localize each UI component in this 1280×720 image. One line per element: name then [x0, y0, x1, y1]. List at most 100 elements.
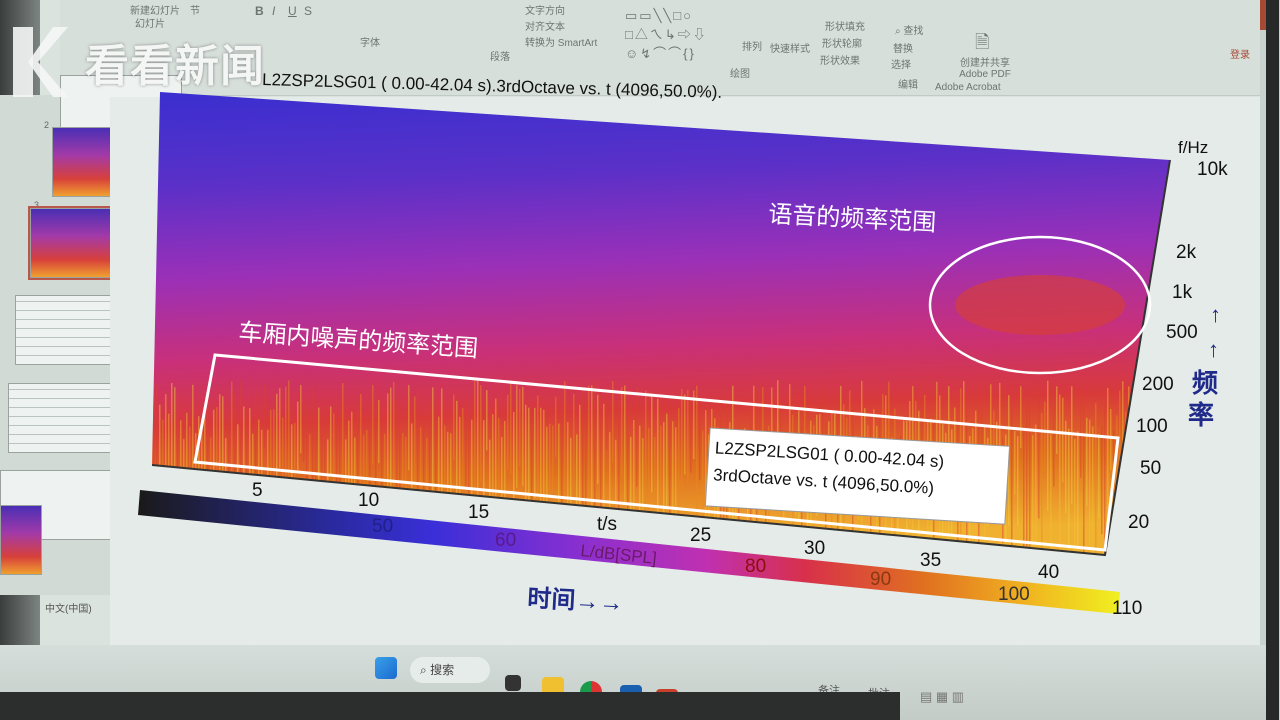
spectrogram-streak	[246, 407, 248, 555]
shapes-gallery[interactable]: ▭▭╲╲□○ □△ㄟ↳⇨⇩ ☺↯⌒⌒{}	[625, 8, 708, 61]
spectrogram-streak	[1167, 419, 1169, 540]
group-editing: 编辑	[898, 80, 918, 91]
spectrogram-streak	[1092, 426, 1094, 555]
spectrogram-streak	[459, 416, 461, 542]
shape-outline-button[interactable]: 形状轮廓	[822, 39, 862, 50]
arrange-button[interactable]: 排列	[742, 42, 762, 53]
spectrogram-streak	[627, 413, 629, 555]
spectrogram-streak	[306, 406, 308, 512]
spectrogram-streak	[438, 416, 440, 523]
spectrogram-streak	[702, 430, 704, 555]
spectrogram-streak	[579, 404, 581, 511]
spectrogram-streak	[1077, 431, 1079, 555]
spectrogram-streak	[477, 380, 479, 515]
spectrogram-streak	[1041, 412, 1043, 555]
spectrogram-streak	[1128, 386, 1130, 466]
spectrogram-streak	[669, 425, 671, 555]
spectrogram-streak	[663, 422, 665, 550]
spectrogram-streak	[1035, 424, 1037, 555]
freq-label-1: 频	[1192, 368, 1218, 398]
underline-button[interactable]: U	[288, 4, 297, 18]
section-button[interactable]: 节	[190, 6, 200, 17]
language-status[interactable]: 中文(中国)	[45, 604, 92, 615]
spectrogram-streak	[657, 398, 659, 555]
spectrogram-streak	[687, 390, 689, 484]
spectrogram-streak	[273, 409, 275, 477]
y-tick-label: 1k	[1172, 282, 1193, 303]
spectrogram-streak	[531, 420, 533, 524]
spectrogram-streak	[309, 434, 311, 555]
smartart-button[interactable]: 转换为 SmartArt	[525, 38, 598, 49]
spectrogram-streak	[609, 432, 611, 555]
spectrogram-streak	[555, 397, 557, 458]
spectrogram-streak	[1026, 401, 1028, 555]
spectrogram-streak	[258, 419, 260, 555]
spectrogram-streak	[537, 395, 539, 530]
italic-button[interactable]: I	[272, 4, 276, 18]
y-tick-label: 50	[1140, 458, 1161, 479]
align-text-button[interactable]: 对齐文本	[525, 22, 565, 33]
spectrogram-streak	[372, 385, 374, 465]
pdf-share-icon: 🗎	[975, 32, 990, 52]
spectrogram-streak	[654, 436, 656, 498]
spectrogram-streak	[294, 423, 296, 555]
spectrogram-streak	[504, 420, 506, 555]
spectrogram-streak	[318, 407, 320, 555]
spectrogram-streak	[1068, 428, 1070, 555]
create-share-pdf-button[interactable]: 创建并共享 Adobe PDF	[959, 58, 1011, 80]
find-button[interactable]: ⌕ 查找	[895, 26, 924, 37]
spectrogram-streak	[345, 439, 347, 555]
spectrogram-streak	[357, 403, 359, 486]
spectrogram-streak	[390, 387, 392, 536]
spectrogram-streak	[243, 406, 245, 478]
spectrogram-streak	[759, 380, 761, 465]
strikethrough-button[interactable]: S	[304, 4, 313, 18]
login-link[interactable]: 登录	[1230, 50, 1250, 61]
spectrogram-streak	[1056, 386, 1058, 454]
spectrogram-streak	[354, 437, 356, 555]
spectrogram-streak	[645, 390, 647, 532]
spectrogram-streak	[1014, 430, 1016, 495]
spectrogram-streak	[456, 400, 458, 555]
slide-thumbnail-7[interactable]	[0, 505, 42, 575]
x-tick-label: t/s	[597, 514, 617, 535]
spectrogram-streak	[690, 400, 692, 473]
spectrogram-streak	[381, 424, 383, 540]
x-tick-label: 30	[804, 538, 825, 559]
shape-effects-button[interactable]: 形状效果	[820, 56, 860, 67]
spectrogram-streak	[1011, 405, 1013, 555]
spectrogram-streak	[348, 420, 350, 501]
spectrogram-streak	[231, 381, 233, 481]
spectrogram-streak	[1074, 438, 1076, 555]
text-direction-button[interactable]: 文字方向	[525, 6, 565, 17]
replace-button[interactable]: 替换	[893, 44, 913, 55]
windows-start-icon[interactable]	[375, 657, 397, 679]
bold-button[interactable]: B	[255, 4, 264, 18]
spectrogram-streak	[207, 404, 209, 547]
shape-fill-button[interactable]: 形状填充	[825, 22, 865, 33]
spectrogram-streak	[1113, 429, 1115, 555]
slide-thumbnail-5[interactable]	[8, 383, 130, 453]
search-icon: ⌕	[420, 663, 427, 677]
spectrogram-streak	[495, 398, 497, 533]
spectrogram-streak	[597, 394, 599, 484]
colorbar-tick-label: 60	[495, 530, 516, 551]
spectrogram-streak	[621, 387, 623, 478]
y-tick-label: 500	[1166, 322, 1198, 343]
view-buttons[interactable]: ▤ ▦ ▥	[920, 689, 965, 704]
quick-styles-button[interactable]: 快速样式	[770, 44, 810, 55]
spectrogram-streak	[600, 394, 602, 542]
colorbar-tick-label: 50	[372, 516, 393, 537]
spectrogram-streak	[1122, 381, 1124, 482]
taskbar-search[interactable]: ⌕ 搜索	[410, 657, 490, 683]
select-button[interactable]: 选择	[891, 60, 911, 71]
task-view-icon[interactable]	[505, 675, 521, 691]
speech-energy-region	[955, 275, 1125, 335]
spectrogram-streak	[516, 385, 518, 488]
spectrogram-streak	[1140, 415, 1142, 555]
new-slide-button[interactable]: 新建幻灯片	[130, 6, 180, 17]
spectrogram-streak	[420, 427, 422, 555]
spectrogram-streak	[468, 414, 470, 501]
monitor-bezel-right	[1266, 0, 1279, 720]
